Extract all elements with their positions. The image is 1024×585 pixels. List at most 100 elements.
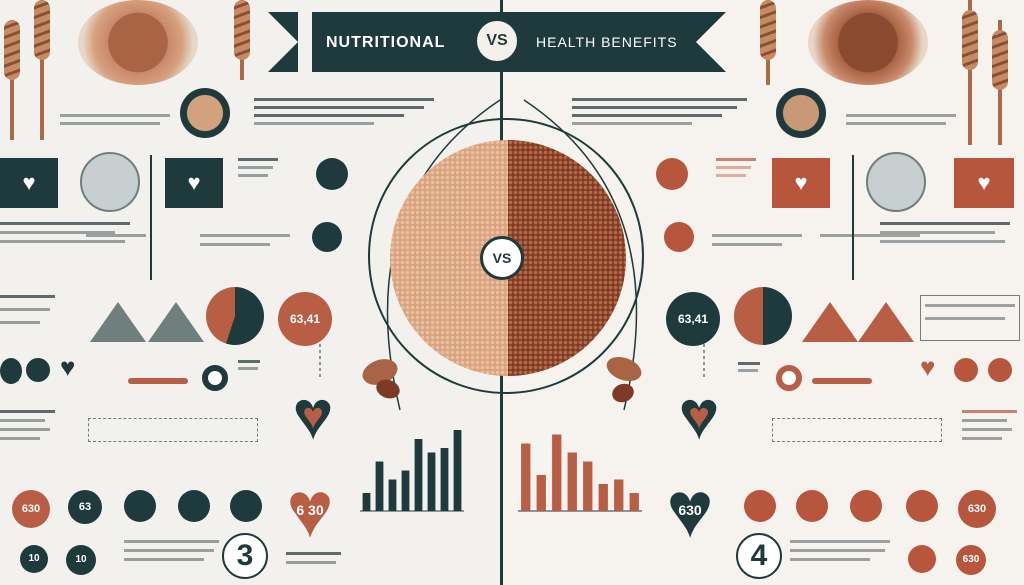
left-pie-label: 63,41 [278,292,332,346]
stat-circle [26,358,50,382]
stat-circle [988,358,1012,382]
grain-closeup-icon [866,152,926,212]
dark-grain-half [508,140,626,376]
wheat-stalk-icon [968,0,972,145]
heart-inner-icon: ♥ [688,395,710,436]
right-text-block [712,234,812,246]
left-badge-4: 10 [66,545,96,575]
heart-large-icon: ♥ [292,376,334,454]
right-small-text [738,362,778,372]
heart-large-icon: ♥ [678,376,720,454]
banner-vs-badge: VS [474,18,520,64]
right-pie-label: 63,41 [666,292,720,346]
right-text-block [880,222,1020,243]
right-intro-text [572,98,752,125]
number-badge: 3 [222,533,268,579]
left-text-block [86,234,206,243]
left-lower-text [0,410,60,440]
right-stat-text [716,158,776,177]
left-badge-3: 10 [20,545,48,573]
badge-circle [656,158,688,190]
chart-bar [427,452,436,511]
seed-shape-icon [128,378,188,384]
wheat-stalk-icon [40,0,44,140]
heart-tile: ♥ [165,158,223,208]
chart-bar [598,484,608,511]
heart-tile: ♥ [772,158,830,208]
chart-bar [567,452,577,511]
chart-bar [440,448,449,511]
left-small-text [238,360,264,370]
heart-icon: ♥ [22,170,36,195]
center-vs-badge: VS [480,236,524,280]
left-badge-1: 630 [12,490,50,528]
badge-circle [744,490,776,522]
chart-bar [614,479,624,511]
chart-bar [453,430,462,511]
badge-circle [316,158,348,190]
wheat-head-icon [992,30,1008,90]
badge-circle [796,490,828,522]
heart-label-icon: ♥ [666,465,714,554]
badge-circle [230,490,262,522]
left-big-number: 3 [236,539,254,572]
title-banner: NUTRITIONAL VS HEALTH BENEFITS [312,12,696,72]
left-intro-text [254,98,440,125]
right-lower-text [962,410,1022,440]
heart-tile: ♥ [0,158,58,208]
chart-bar [401,470,410,511]
wheat-head-icon [34,0,50,60]
triangle-icon [802,302,858,342]
right-bottom-text [790,540,900,561]
badge-circle [908,545,936,573]
chart-bar [521,443,531,511]
left-footer-text [286,552,346,564]
left-text-block [200,234,300,246]
left-caption-text [60,114,180,125]
right-badge-1: 630 [958,490,996,528]
chart-bar [414,439,423,511]
banner-right-title: HEALTH BENEFITS [536,34,678,50]
right-sub-table [920,295,1020,341]
ring-icon [202,365,228,391]
small-bowl-icon [180,88,230,138]
badge-circle [178,490,210,522]
badge-circle [124,490,156,522]
triangle-icon [90,302,146,342]
chart-bar [629,493,639,511]
stat-circle [954,358,978,382]
right-text-block [820,234,940,243]
chart-bar [536,475,546,511]
banner-left-title: NUTRITIONAL [326,34,446,51]
right-big-number: 4 [750,539,768,572]
badge-circle [906,490,938,522]
right-note-box [772,418,942,442]
left-badge-2: 63 [68,490,102,524]
wheat-head-icon [4,20,20,80]
pie-chart-icon [734,287,792,345]
grain-closeup-icon [80,152,140,212]
heart-icon: ♥ [920,352,936,382]
column-divider [852,155,854,280]
wheat-head-icon [962,10,978,70]
ring-icon [776,365,802,391]
right-heart-label: 630 [678,502,702,518]
right-caption-text [846,114,966,125]
banner-ribbon-right [696,12,726,72]
right-badge-2: 630 [956,545,986,575]
chart-bar [375,461,384,511]
seed-shape-icon [812,378,872,384]
left-text-block [0,222,140,243]
stat-circle [0,358,22,384]
chart-bar [552,434,562,511]
column-divider [150,155,152,280]
badge-circle [664,222,694,252]
chart-bar [362,493,371,511]
wheat-stalk-icon [10,20,14,140]
pie-chart-icon [206,287,264,345]
heart-label-icon: ♥ [286,465,334,554]
chart-bar [388,479,397,511]
wheat-head-icon [234,0,250,60]
grain-bowl-icon [78,0,198,85]
left-bar-chart [360,430,464,512]
